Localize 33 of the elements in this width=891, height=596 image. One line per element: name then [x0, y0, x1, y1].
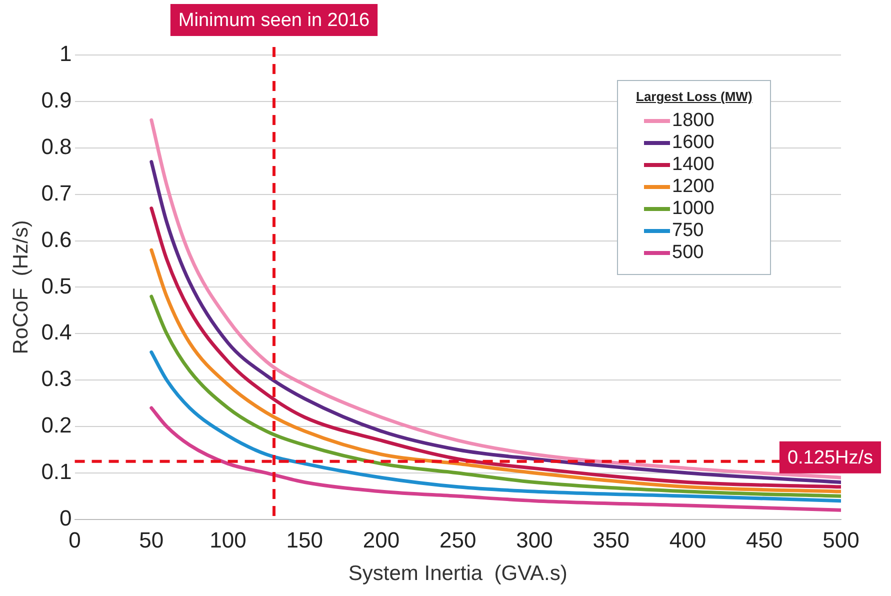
legend-label: 1800 — [672, 110, 714, 132]
x-tick-label: 300 — [516, 528, 553, 553]
y-tick-label: 0.2 — [41, 412, 72, 438]
y-tick-label: 0.7 — [41, 180, 72, 206]
x-tick-label: 100 — [210, 528, 246, 553]
y-tick-label: 0.3 — [41, 366, 72, 392]
x-tick-label: 250 — [440, 528, 476, 553]
x-tick-label: 450 — [746, 528, 783, 553]
ref-line-label: 0.125Hz/s — [787, 448, 873, 469]
y-tick-label: 0.5 — [41, 273, 72, 298]
ref-line-label: Minimum seen in 2016 — [178, 10, 370, 32]
legend-label: 1400 — [672, 154, 714, 176]
x-tick-label: 400 — [669, 528, 706, 553]
y-tick-label: 0.1 — [41, 459, 72, 484]
legend-label: 1600 — [672, 132, 714, 154]
y-tick-label: 1 — [60, 41, 72, 66]
legend-label: 1000 — [672, 198, 714, 220]
y-tick-label: 0.4 — [41, 320, 72, 345]
y-axis-title: RoCoF (Hz/s) — [9, 220, 32, 354]
x-tick-label: 500 — [822, 528, 860, 553]
y-tick-label: 0.9 — [41, 88, 72, 113]
y-tick-label: 0.6 — [41, 226, 72, 252]
x-tick-label: 200 — [362, 528, 400, 553]
x-tick-label: 150 — [286, 528, 324, 553]
legend-label: 1200 — [672, 176, 714, 198]
y-tick-label: 0 — [60, 505, 72, 530]
x-axis-title: System Inertia (GVA.s) — [348, 562, 568, 586]
x-tick-label: 50 — [139, 528, 164, 553]
legend-title: Largest Loss (MW) — [636, 89, 752, 104]
legend-label: 500 — [672, 242, 704, 264]
x-tick-label: 350 — [592, 528, 630, 553]
legend-label: 750 — [672, 220, 704, 242]
y-tick-label: 0.8 — [41, 134, 72, 159]
